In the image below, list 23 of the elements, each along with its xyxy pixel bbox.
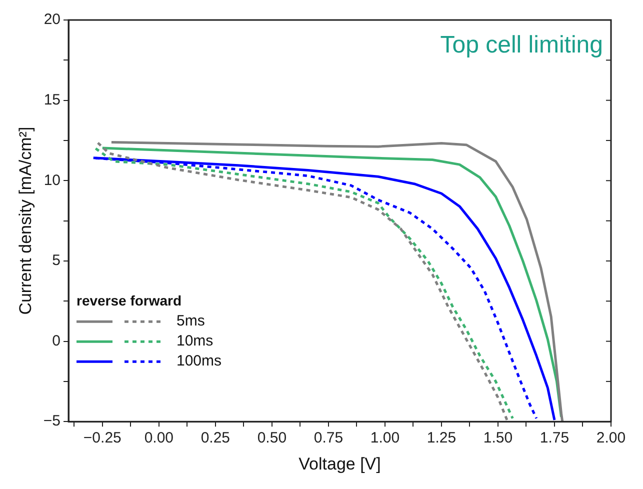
x-axis-title: Voltage [V] — [298, 454, 381, 474]
legend-title: reverse forward — [76, 292, 182, 308]
x-tick-label: −0.25 — [83, 430, 122, 447]
legend-label: 100ms — [176, 352, 222, 370]
x-tick-label: 0.00 — [144, 430, 174, 447]
y-tick-label: 20 — [44, 11, 60, 28]
y-tick-label: 10 — [44, 172, 60, 189]
legend-label: 10ms — [176, 332, 214, 350]
y-tick-label: 15 — [44, 91, 60, 108]
x-tick-label: 0.75 — [314, 430, 344, 447]
annotation: Top cell limiting — [440, 32, 603, 59]
x-tick-label: 1.75 — [540, 430, 570, 447]
x-tick-label: 1.50 — [483, 430, 513, 447]
x-tick-label: 2.00 — [596, 430, 626, 447]
x-tick-label: 1.25 — [426, 430, 456, 447]
x-tick-label: 1.00 — [370, 430, 400, 447]
y-tick-label: −5 — [43, 412, 60, 430]
y-tick-label: 5 — [52, 252, 60, 270]
x-tick-label: 0.25 — [200, 430, 230, 447]
y-axis-title: Current density [mA/cm²] — [16, 126, 35, 315]
y-tick-label: 0 — [52, 332, 60, 350]
legend-label: 5ms — [176, 312, 205, 330]
x-tick-label: 0.50 — [257, 430, 287, 447]
